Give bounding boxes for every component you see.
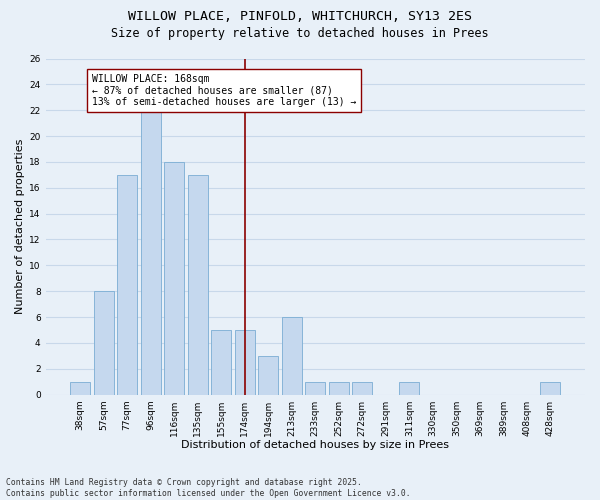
Bar	[282, 317, 302, 394]
Bar	[305, 382, 325, 394]
Y-axis label: Number of detached properties: Number of detached properties	[15, 139, 25, 314]
X-axis label: Distribution of detached houses by size in Prees: Distribution of detached houses by size …	[181, 440, 449, 450]
Text: WILLOW PLACE: 168sqm
← 87% of detached houses are smaller (87)
13% of semi-detac: WILLOW PLACE: 168sqm ← 87% of detached h…	[92, 74, 356, 107]
Bar	[70, 382, 90, 394]
Bar	[94, 291, 113, 395]
Text: Size of property relative to detached houses in Prees: Size of property relative to detached ho…	[111, 28, 489, 40]
Bar	[400, 382, 419, 394]
Bar	[188, 175, 208, 394]
Bar	[140, 110, 161, 395]
Text: Contains HM Land Registry data © Crown copyright and database right 2025.
Contai: Contains HM Land Registry data © Crown c…	[6, 478, 410, 498]
Bar	[329, 382, 349, 394]
Bar	[117, 175, 137, 394]
Bar	[352, 382, 373, 394]
Bar	[235, 330, 254, 394]
Bar	[541, 382, 560, 394]
Bar	[164, 162, 184, 394]
Text: WILLOW PLACE, PINFOLD, WHITCHURCH, SY13 2ES: WILLOW PLACE, PINFOLD, WHITCHURCH, SY13 …	[128, 10, 472, 23]
Bar	[258, 356, 278, 395]
Bar	[211, 330, 231, 394]
